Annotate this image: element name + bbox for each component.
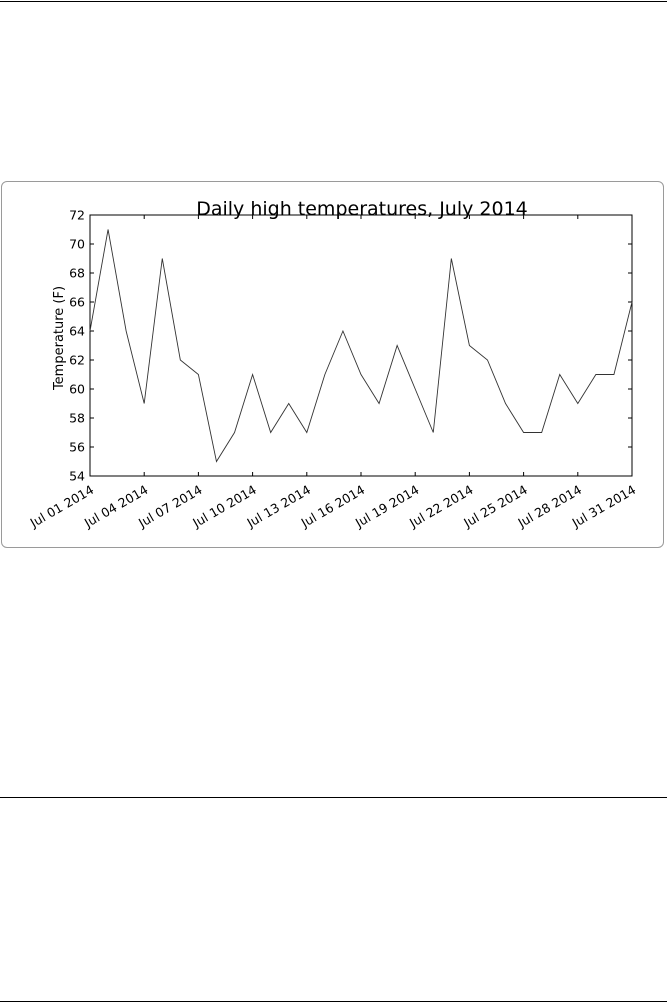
top-rule bbox=[0, 1, 667, 2]
section-rule bbox=[0, 797, 667, 798]
figure-frame: Daily high temperatures, July 2014 Tempe… bbox=[1, 181, 664, 548]
y-tick-label: 72 bbox=[69, 208, 85, 223]
line-chart: Daily high temperatures, July 2014 Tempe… bbox=[27, 198, 639, 531]
y-tick-label: 64 bbox=[69, 324, 85, 339]
temperature-series-line bbox=[89, 229, 633, 463]
chart-title: Daily high temperatures, July 2014 bbox=[196, 198, 528, 220]
plot-frame bbox=[89, 214, 633, 477]
y-axis-label: Temperature (F) bbox=[52, 286, 67, 391]
y-tick-label: 70 bbox=[69, 237, 85, 252]
y-tick-label: 54 bbox=[69, 469, 85, 484]
y-tick-label: 62 bbox=[69, 353, 85, 368]
bottom-rule bbox=[0, 1001, 667, 1002]
y-tick-label: 68 bbox=[69, 266, 85, 281]
y-tick-label: 66 bbox=[69, 295, 85, 310]
y-tick-label: 56 bbox=[69, 440, 85, 455]
y-tick-label: 60 bbox=[69, 382, 85, 397]
y-tick-label: 58 bbox=[69, 411, 85, 426]
